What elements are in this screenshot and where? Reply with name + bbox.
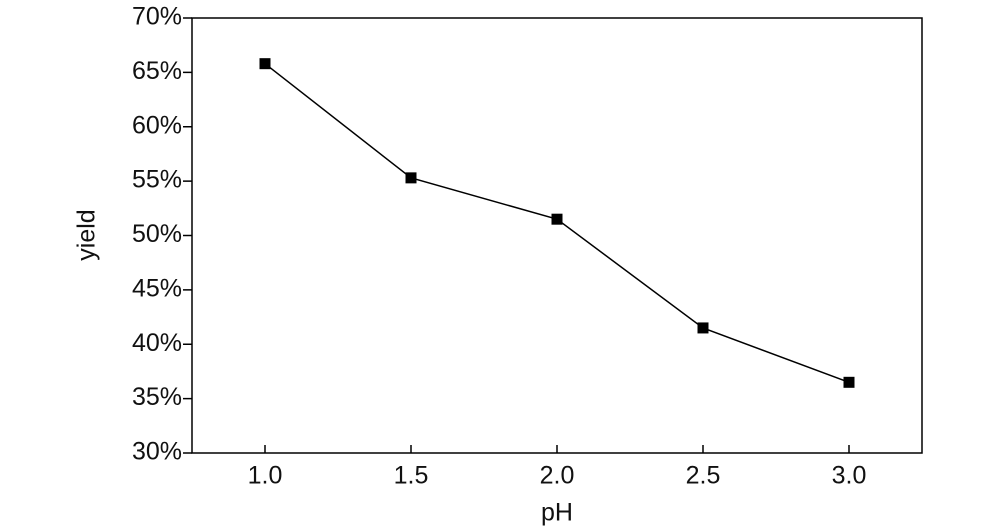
y-tick-label: 70% bbox=[132, 3, 182, 31]
y-tick-label: 65% bbox=[132, 57, 182, 85]
data-point bbox=[405, 172, 417, 184]
x-tick-label: 2.0 bbox=[540, 462, 575, 490]
y-tick-label: 45% bbox=[132, 274, 182, 302]
x-tick-label: 2.5 bbox=[686, 462, 721, 490]
data-point bbox=[259, 58, 271, 70]
y-tick-label: 55% bbox=[132, 166, 182, 194]
y-axis-label: yield bbox=[73, 209, 101, 260]
y-tick-label: 30% bbox=[132, 438, 182, 466]
data-point bbox=[697, 322, 709, 334]
y-tick-label: 35% bbox=[132, 383, 182, 411]
x-axis-label: pH bbox=[541, 499, 573, 527]
x-tick-label: 1.0 bbox=[248, 462, 283, 490]
data-point bbox=[843, 376, 855, 388]
y-tick-label: 60% bbox=[132, 111, 182, 139]
x-tick-label: 1.5 bbox=[394, 462, 429, 490]
plot-frame bbox=[191, 17, 923, 454]
y-tick-label: 40% bbox=[132, 329, 182, 357]
y-tick-label: 50% bbox=[132, 220, 182, 248]
data-point bbox=[551, 213, 563, 225]
x-tick-label: 3.0 bbox=[832, 462, 867, 490]
